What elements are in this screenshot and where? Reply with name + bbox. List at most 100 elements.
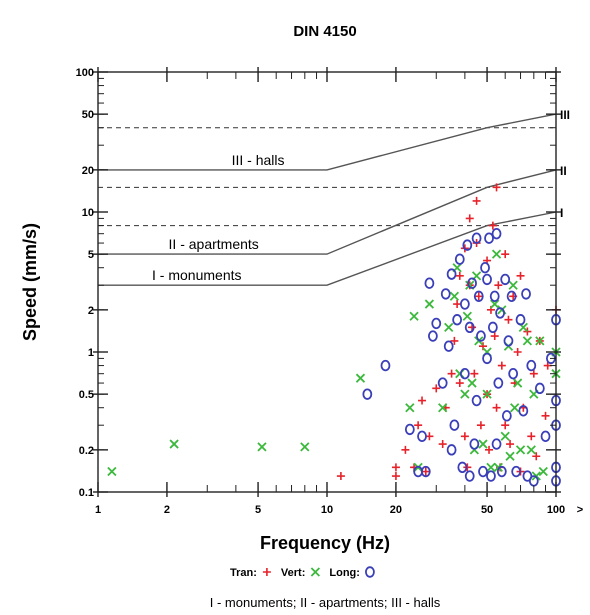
- point-long: [459, 367, 470, 380]
- point-long: [446, 268, 457, 280]
- limit-curve: [98, 113, 557, 171]
- point-long: [482, 273, 492, 286]
- legend-marker-vert: [310, 567, 321, 577]
- limit-class-label: III: [560, 108, 570, 122]
- point-vert: [438, 403, 448, 413]
- point-tran: [488, 221, 497, 230]
- point-vert: [257, 442, 267, 452]
- point-tran: [492, 403, 501, 412]
- point-long: [459, 298, 470, 310]
- point-long: [454, 253, 465, 265]
- point-vert: [500, 431, 510, 441]
- point-long: [417, 430, 427, 442]
- y-tick-label: 10: [82, 207, 94, 219]
- point-vert: [510, 403, 520, 413]
- chart-title: DIN 4150: [293, 23, 356, 40]
- point-tran: [490, 332, 499, 341]
- point-long: [526, 359, 537, 372]
- point-long: [380, 359, 391, 372]
- point-long: [443, 340, 454, 352]
- point-long: [464, 470, 475, 482]
- point-tran: [516, 271, 525, 280]
- point-long: [487, 321, 498, 334]
- point-long: [446, 444, 457, 456]
- point-long: [476, 330, 486, 342]
- point-long: [540, 430, 551, 442]
- point-long: [467, 277, 477, 289]
- point-vert: [491, 249, 502, 259]
- data-points: [107, 183, 561, 487]
- y-tick-label: 2: [88, 305, 94, 317]
- point-vert: [526, 445, 536, 455]
- x-tick-label: 1: [95, 504, 101, 516]
- point-vert: [493, 462, 503, 472]
- point-long: [484, 232, 494, 244]
- point-long: [508, 367, 519, 380]
- point-tran: [492, 183, 501, 192]
- point-long: [518, 405, 529, 417]
- limit-curve-label: II - apartments: [169, 236, 259, 252]
- x-tick-label: 100: [547, 504, 565, 516]
- point-tran: [468, 323, 477, 332]
- point-vert: [490, 299, 500, 309]
- point-vert: [444, 322, 454, 332]
- point-tran: [450, 336, 459, 345]
- point-tran: [401, 445, 410, 454]
- point-tran: [470, 369, 479, 378]
- point-vert: [169, 439, 179, 449]
- x-tick-label: 50: [481, 504, 493, 516]
- limit-class-label: II: [560, 164, 567, 178]
- point-vert: [409, 311, 419, 321]
- point-tran: [494, 281, 503, 290]
- point-long: [431, 317, 442, 330]
- point-vert: [522, 336, 533, 346]
- point-tran: [414, 421, 423, 430]
- point-tran: [497, 361, 506, 370]
- point-tran: [463, 463, 472, 472]
- point-tran: [506, 440, 515, 449]
- y-tick-label: 50: [82, 109, 94, 121]
- point-vert: [460, 389, 470, 399]
- point-tran: [501, 250, 510, 259]
- point-tran: [529, 369, 538, 378]
- x-axis-label: Frequency (Hz): [260, 533, 390, 553]
- x-overflow-label: >: [577, 504, 583, 516]
- point-tran: [391, 463, 400, 472]
- legend: Tran: Vert: Long:: [230, 566, 375, 579]
- point-tran: [504, 315, 513, 324]
- point-tran: [532, 452, 541, 461]
- point-tran: [432, 384, 441, 393]
- limit-class-label: I: [560, 206, 563, 220]
- point-long: [471, 232, 482, 244]
- point-long: [471, 394, 482, 407]
- y-tick-label: 0.1: [79, 487, 94, 499]
- point-vert: [455, 369, 465, 379]
- point-tran: [472, 196, 481, 205]
- point-long: [511, 465, 522, 478]
- point-long: [362, 388, 373, 400]
- point-long: [462, 239, 473, 251]
- limit-curve-label: III - halls: [232, 152, 285, 168]
- legend-marker-long: [365, 566, 375, 578]
- point-tran: [476, 421, 485, 430]
- legend-marker-tran: [262, 568, 271, 576]
- point-tran: [523, 327, 532, 336]
- legend-label: Long:: [329, 567, 360, 579]
- y-tick-label: 100: [76, 67, 94, 79]
- point-long: [491, 227, 502, 240]
- y-tick-label: 1: [88, 347, 94, 359]
- point-long: [506, 290, 517, 302]
- x-tick-label: 10: [321, 504, 333, 516]
- caption: I - monuments; II - apartments; III - ha…: [210, 595, 441, 610]
- point-vert: [355, 373, 366, 383]
- point-tran: [453, 300, 462, 309]
- point-tran: [513, 348, 522, 356]
- point-long: [478, 465, 488, 478]
- point-long: [500, 273, 511, 286]
- point-tran: [474, 292, 483, 301]
- point-long: [424, 277, 435, 289]
- point-long: [427, 330, 438, 342]
- point-long: [420, 465, 431, 478]
- point-vert: [538, 466, 548, 477]
- point-long: [449, 419, 460, 431]
